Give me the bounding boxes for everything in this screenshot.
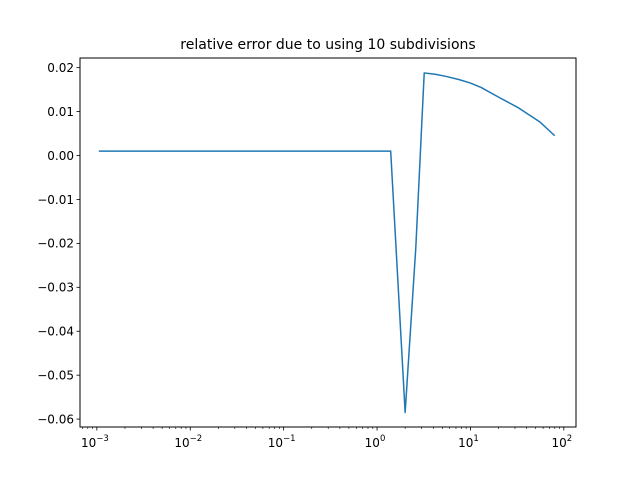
x-tick-base: 10 — [365, 436, 380, 450]
y-tick-label: −0.06 — [37, 412, 74, 426]
y-tick-label: −0.03 — [37, 281, 74, 295]
axes-frame — [79, 57, 577, 428]
chart-title: relative error due to using 10 subdivisi… — [180, 37, 475, 53]
y-axis: 0.02 0.01 0.00 −0.01 −0.02 −0.03 −0.04 −0.05 −0.… — [37, 61, 80, 426]
x-tick-label: 100 — [365, 434, 386, 450]
x-tick-base: 10 — [268, 436, 283, 450]
y-tick-label: −0.02 — [37, 237, 74, 251]
x-axis: 10−3 10−2 10−1 100 101 102 — [81, 427, 572, 450]
y-tick-label: 0.02 — [47, 61, 74, 75]
x-tick-label: 102 — [551, 434, 572, 450]
x-tick-base: 10 — [81, 436, 96, 450]
y-tick-label: 0.01 — [47, 105, 74, 119]
x-tick-base: 10 — [174, 436, 189, 450]
y-tick-label: −0.01 — [37, 193, 74, 207]
x-tick-label: 10−1 — [268, 434, 296, 450]
x-tick-exponent: 2 — [567, 434, 572, 444]
y-tick-label: 0.00 — [47, 149, 74, 163]
x-tick-base: 10 — [458, 436, 473, 450]
y-tick-label: −0.05 — [37, 368, 74, 382]
x-tick-exponent: 1 — [473, 434, 478, 444]
x-tick-label: 10−3 — [81, 434, 109, 450]
x-tick-base: 10 — [551, 436, 566, 450]
x-tick-label: 101 — [458, 434, 479, 450]
x-tick-label: 10−2 — [174, 434, 202, 450]
x-tick-exponent: 0 — [380, 434, 385, 444]
series-line-0 — [98, 72, 556, 414]
x-tick-exponent: −3 — [96, 434, 109, 444]
y-tick-label: −0.04 — [37, 325, 74, 339]
plot-area — [98, 72, 556, 414]
x-tick-exponent: −2 — [190, 434, 203, 444]
x-tick-exponent: −1 — [283, 434, 296, 444]
